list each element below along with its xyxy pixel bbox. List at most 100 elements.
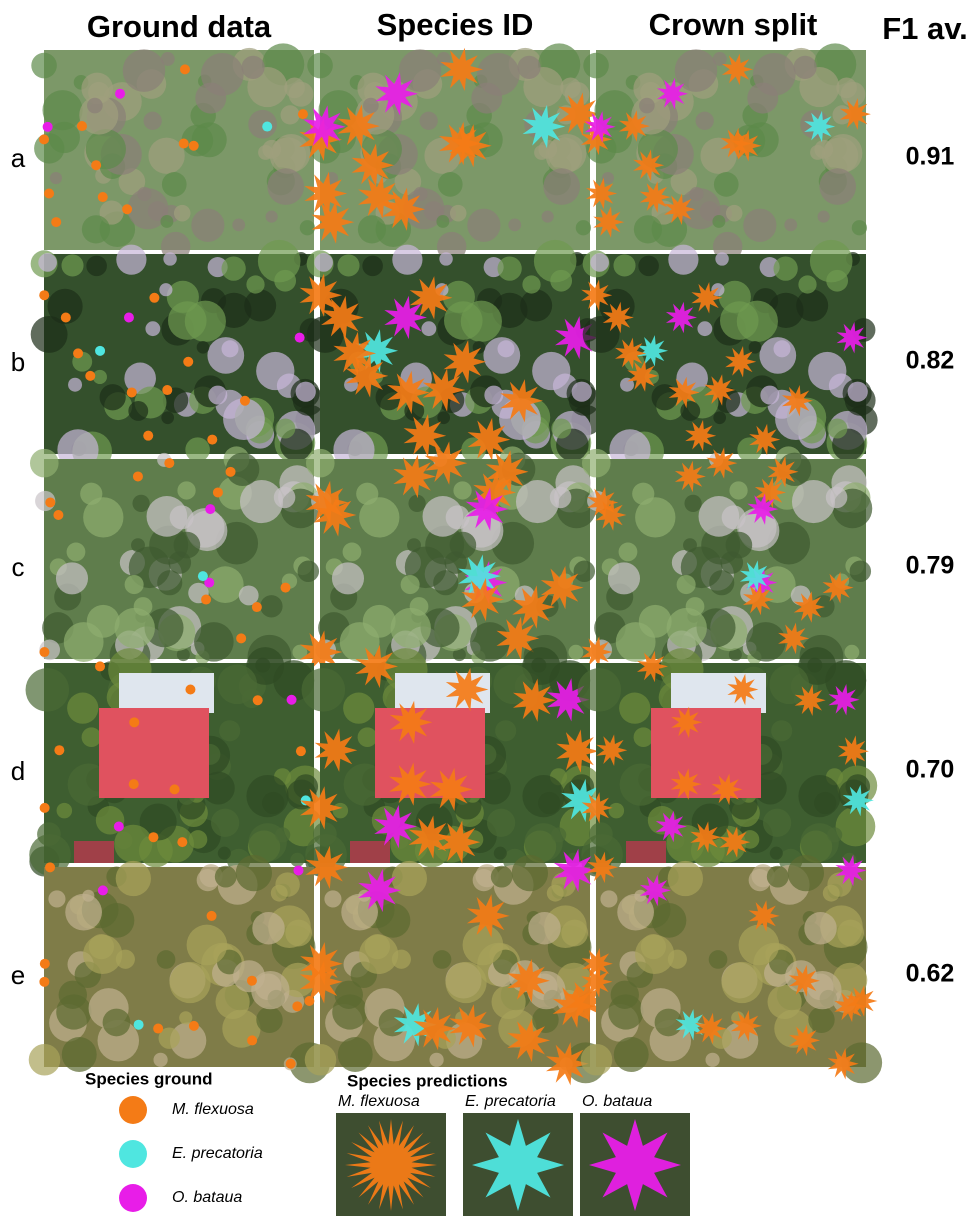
canopy-texture: [497, 256, 522, 281]
canopy-texture: [29, 834, 71, 876]
canopy-texture: [808, 351, 847, 391]
crown-prediction: [754, 476, 786, 509]
crown-prediction: [581, 279, 613, 311]
crown-prediction: [668, 376, 700, 409]
canopy-texture: [235, 854, 273, 892]
crown-prediction: [458, 554, 501, 598]
canopy-texture: [280, 105, 300, 125]
roof: [119, 673, 214, 713]
canopy-texture: [825, 660, 867, 702]
canopy-texture: [339, 622, 380, 662]
crown-prediction: [321, 295, 364, 340]
crown-prediction: [794, 684, 826, 716]
crown-prediction: [496, 616, 540, 660]
canopy-texture: [42, 90, 83, 131]
canopy-texture: [88, 934, 115, 960]
crown-prediction: [311, 200, 355, 244]
crown-prediction: [513, 678, 556, 722]
canopy-texture: [713, 411, 727, 425]
canopy-texture: [342, 542, 362, 562]
canopy-texture: [99, 902, 135, 938]
legend-dot: [119, 1096, 147, 1124]
ground-point: [236, 633, 247, 644]
crown-prediction: [304, 171, 348, 216]
canopy-texture: [248, 109, 277, 139]
canopy-texture: [619, 692, 651, 724]
canopy-texture: [635, 497, 676, 538]
ground-point: [51, 217, 62, 228]
crown-prediction: [725, 346, 757, 378]
canopy-texture: [30, 448, 59, 478]
canopy-texture: [827, 418, 848, 439]
f1-value: 0.82: [906, 347, 955, 375]
canopy-texture: [638, 255, 659, 277]
crown-prediction: [586, 177, 618, 210]
canopy-texture: [252, 912, 285, 945]
canopy-texture: [477, 771, 511, 805]
row-label: d: [11, 756, 25, 786]
crown-prediction: [440, 47, 483, 91]
roof: [350, 841, 390, 863]
crown-prediction: [685, 419, 717, 452]
canopy-texture: [429, 1052, 444, 1067]
ground-point: [179, 64, 190, 75]
canopy-texture: [472, 868, 495, 892]
canopy-texture: [201, 771, 235, 805]
canopy-texture: [206, 566, 244, 604]
crown-prediction: [691, 282, 723, 314]
canopy-texture: [55, 562, 89, 595]
canopy-texture: [260, 595, 283, 618]
legend-label: M. flexuosa: [172, 1101, 254, 1118]
canopy-texture: [467, 208, 501, 242]
ground-point: [297, 109, 308, 120]
canopy-texture: [814, 139, 834, 159]
legend-dot: [119, 1184, 147, 1212]
crown-prediction: [299, 630, 343, 674]
canopy-texture: [608, 802, 625, 819]
canopy-texture: [357, 727, 378, 748]
crown-prediction: [727, 673, 759, 706]
canopy-texture: [161, 172, 187, 197]
canopy-texture: [256, 351, 295, 391]
crown-prediction: [721, 53, 753, 86]
canopy-texture: [564, 81, 590, 107]
crown-prediction: [828, 684, 860, 716]
crown-prediction: [313, 493, 357, 537]
canopy-texture: [490, 865, 513, 888]
crown-prediction: [500, 379, 543, 423]
canopy-texture: [292, 644, 308, 660]
crown-prediction: [300, 786, 343, 830]
canopy-texture: [835, 806, 876, 847]
canopy-texture: [508, 218, 522, 232]
canopy-texture: [798, 275, 817, 294]
ground-point: [76, 121, 87, 132]
canopy-texture: [270, 884, 288, 902]
crown-prediction: [358, 175, 401, 219]
canopy-texture: [582, 448, 611, 478]
legend-label: E. precatoria: [172, 1145, 263, 1162]
canopy-texture: [267, 168, 305, 205]
crown-prediction: [748, 900, 780, 932]
canopy-texture: [306, 448, 335, 478]
canopy-texture: [246, 275, 265, 294]
canopy-texture: [847, 381, 868, 402]
canopy-texture: [232, 218, 246, 232]
canopy-texture: [432, 950, 452, 969]
crown-prediction: [374, 804, 417, 849]
crown-prediction: [739, 560, 771, 592]
crown-prediction: [637, 650, 668, 683]
canopy-texture: [375, 902, 411, 938]
canopy-texture: [169, 1022, 207, 1059]
ground-point: [39, 958, 50, 969]
canopy-texture: [740, 830, 760, 849]
canopy-texture: [81, 727, 102, 748]
crown-prediction: [665, 301, 697, 334]
canopy-texture: [822, 884, 840, 902]
crown-prediction: [449, 124, 492, 168]
canopy-texture: [769, 664, 810, 705]
canopy-texture: [285, 919, 313, 947]
ground-point: [285, 1058, 296, 1069]
canopy-texture: [738, 924, 780, 966]
canopy-texture: [49, 171, 63, 185]
canopy-texture: [38, 253, 57, 272]
